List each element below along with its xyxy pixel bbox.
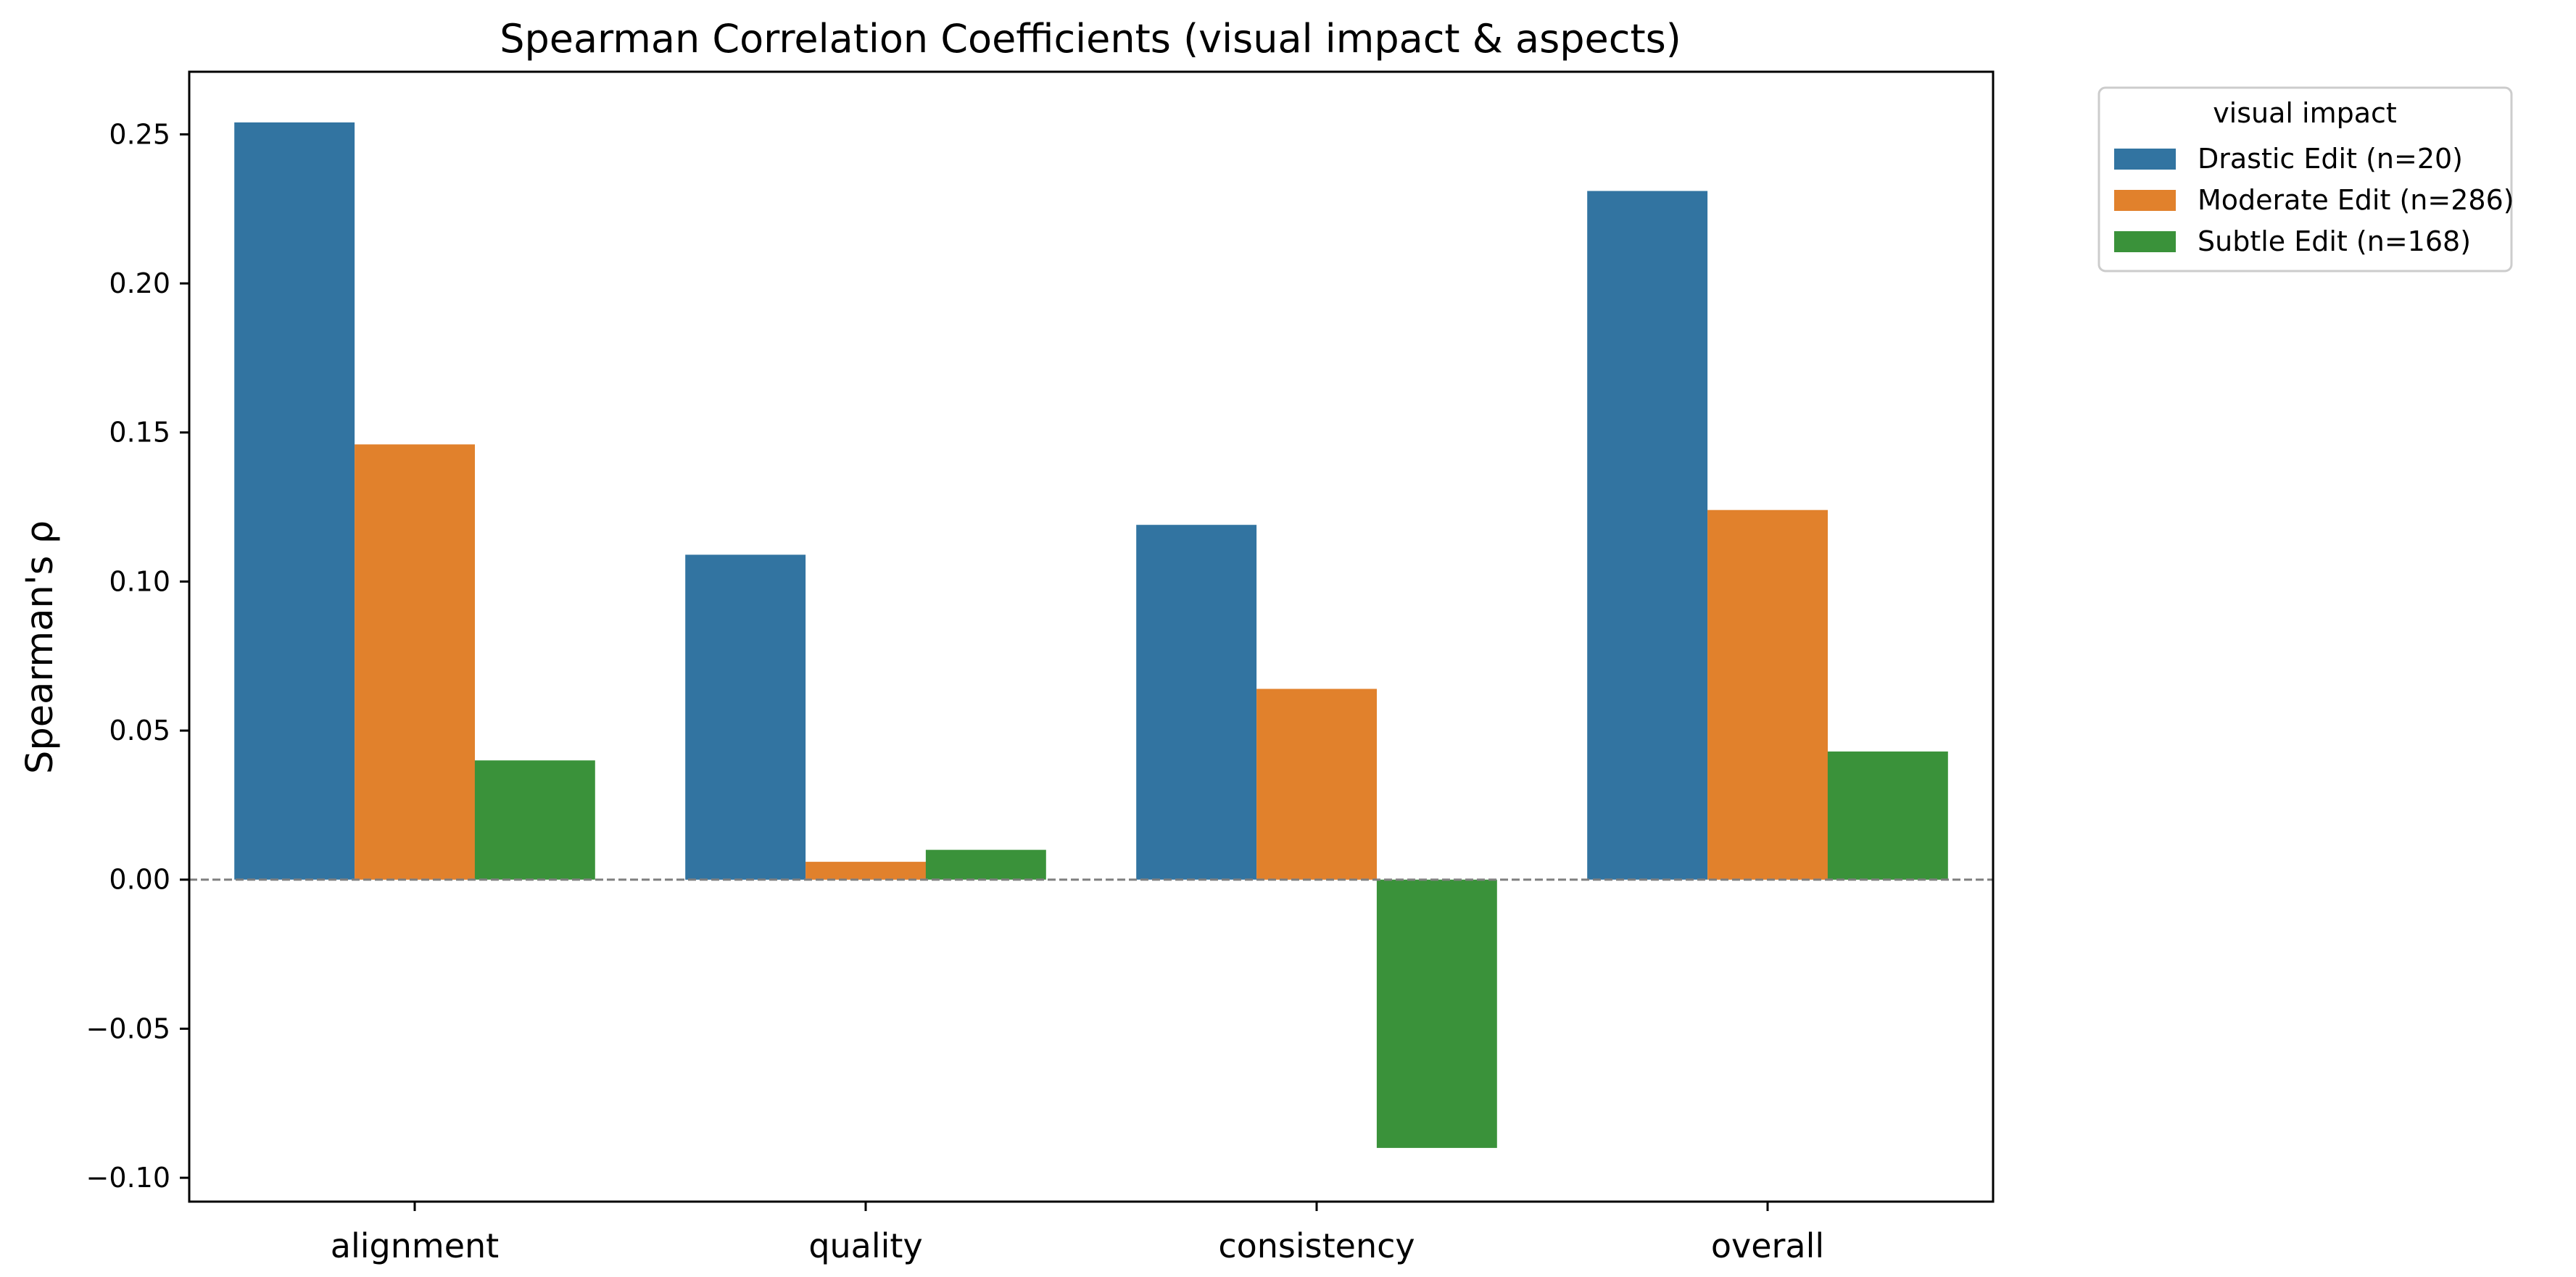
bar-overall-3 xyxy=(1827,751,1948,880)
legend-label-3: Subtle Edit (n=168) xyxy=(2198,225,2471,257)
bar-alignment-1 xyxy=(234,122,355,880)
legend: visual impact Drastic Edit (n=20) Moderat… xyxy=(2097,86,2514,273)
bar-alignment-2 xyxy=(355,444,475,880)
y-tick-label: 0.00 xyxy=(109,864,170,896)
bar-consistency-3 xyxy=(1376,879,1497,1148)
bars xyxy=(234,122,1948,1148)
y-tick-label: −0.05 xyxy=(86,1012,170,1044)
legend-entries: Drastic Edit (n=20) Moderate Edit (n=286)… xyxy=(2114,143,2514,257)
x-tick-label-overall: overall xyxy=(1711,1226,1824,1265)
y-tick-label: 0.20 xyxy=(109,267,170,299)
legend-swatch-2 xyxy=(2114,190,2176,211)
legend-label-1: Drastic Edit (n=20) xyxy=(2198,143,2463,175)
bar-alignment-3 xyxy=(474,760,595,880)
plot-frame xyxy=(188,70,1995,1203)
legend-label-2: Moderate Edit (n=286) xyxy=(2198,184,2514,216)
y-tick-label: 0.10 xyxy=(109,565,170,597)
bar-quality-2 xyxy=(805,862,926,880)
y-tick-label: 0.15 xyxy=(109,417,170,449)
x-tick-label-alignment: alignment xyxy=(331,1226,499,1265)
y-tick-label: 0.25 xyxy=(109,118,170,150)
bar-overall-2 xyxy=(1707,509,1828,880)
x-axis: alignment quality consistency overall xyxy=(331,1202,1824,1265)
chart-title: Spearman Correlation Coefficients (visua… xyxy=(500,16,1681,62)
legend-swatch-3 xyxy=(2114,231,2176,252)
x-tick-label-quality: quality xyxy=(808,1226,922,1265)
y-axis: −0.10 −0.05 0.00 0.05 0.10 0.15 0.20 0.25 xyxy=(86,118,189,1194)
y-tick-label: −0.10 xyxy=(86,1162,170,1194)
legend-title: visual impact xyxy=(2213,97,2397,129)
y-tick-label: 0.05 xyxy=(109,715,170,746)
bar-overall-1 xyxy=(1587,191,1708,880)
y-axis-label: Spearman's ρ xyxy=(19,520,62,774)
bar-consistency-1 xyxy=(1136,525,1257,880)
x-tick-label-consistency: consistency xyxy=(1218,1226,1415,1265)
legend-frame xyxy=(2097,86,2513,273)
legend-swatch-1 xyxy=(2114,149,2176,170)
bar-quality-1 xyxy=(685,554,806,880)
bar-consistency-2 xyxy=(1256,689,1377,880)
bar-quality-3 xyxy=(925,849,1046,880)
